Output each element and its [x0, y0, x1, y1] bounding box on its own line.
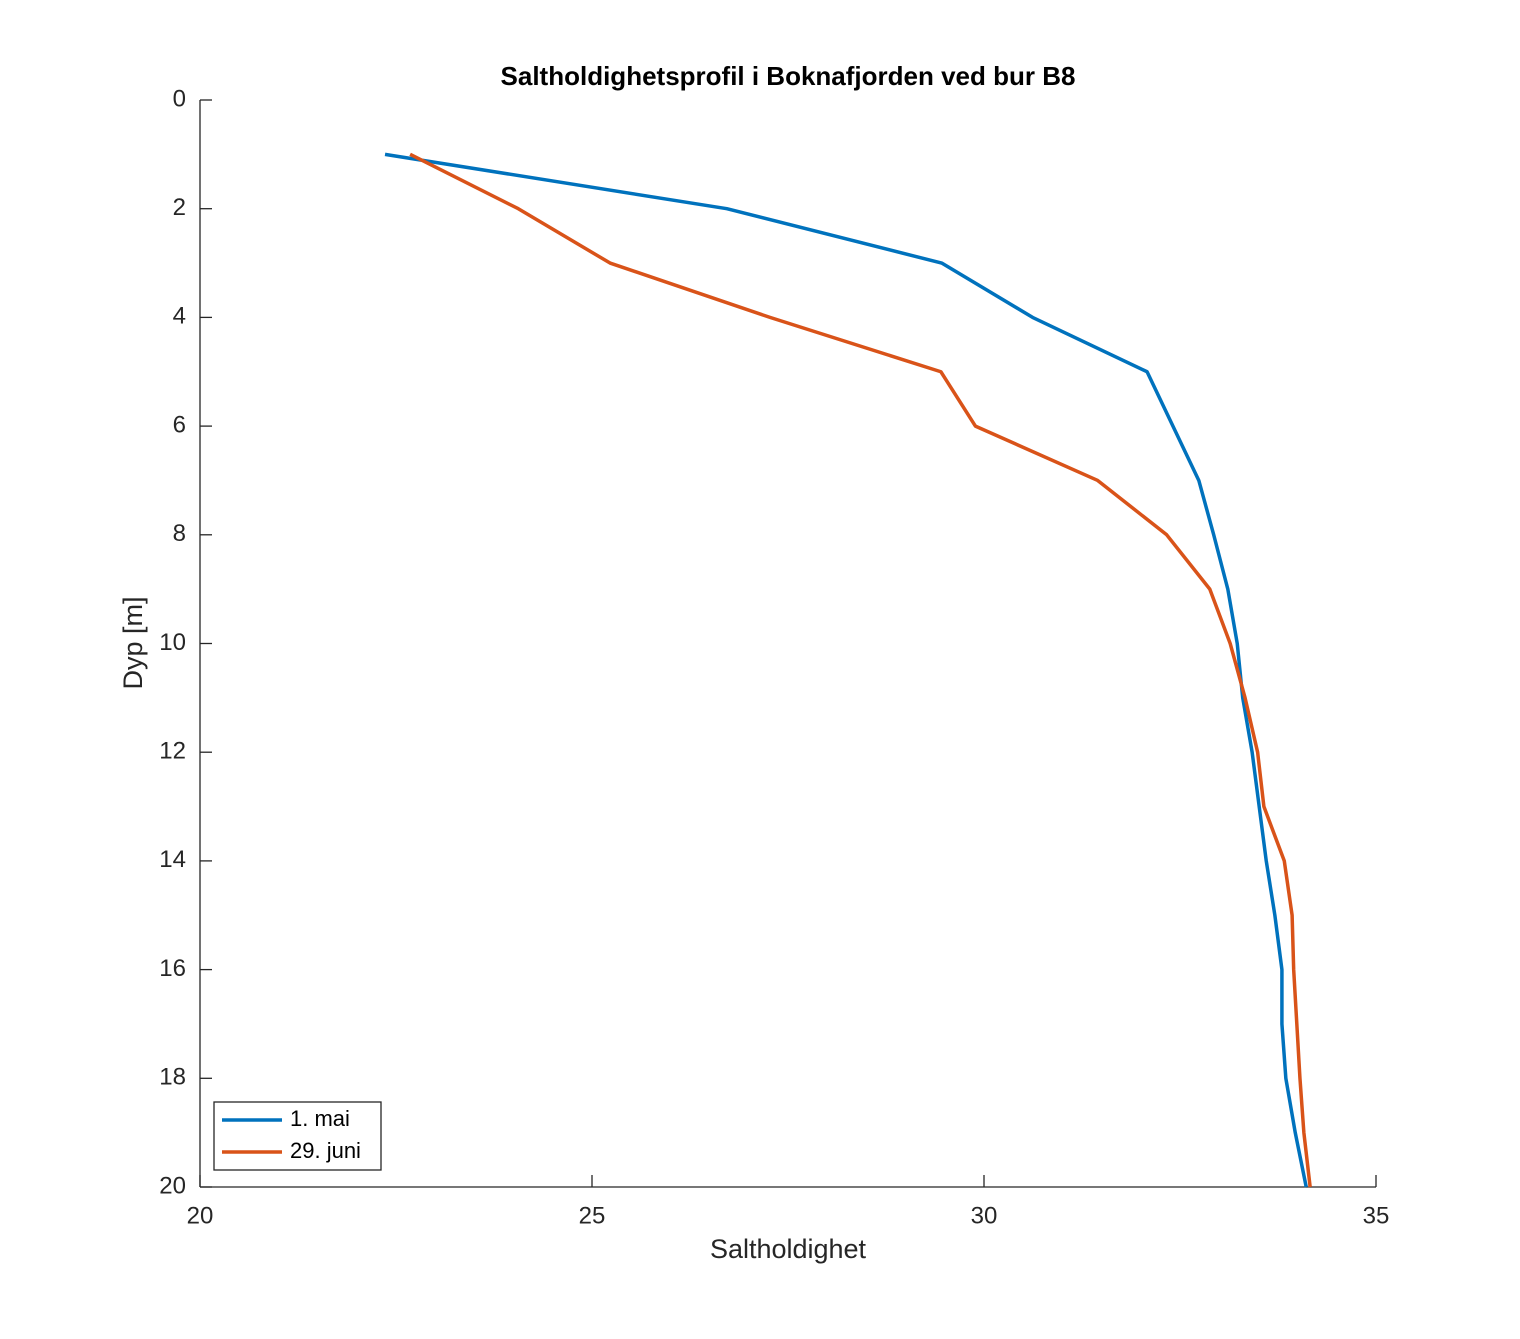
x-tick-label: 30 [971, 1202, 998, 1229]
y-tick-label: 14 [159, 846, 186, 873]
x-tick-label: 20 [187, 1202, 214, 1229]
y-tick-label: 20 [159, 1172, 186, 1199]
y-tick-label: 18 [159, 1064, 186, 1091]
chart-title: Saltholdighetsprofil i Boknafjorden ved … [501, 61, 1076, 91]
y-tick-label: 16 [159, 955, 186, 982]
legend-label: 1. mai [290, 1106, 350, 1131]
y-tick-label: 2 [173, 194, 186, 221]
legend: 1. mai 29. juni [213, 1101, 382, 1171]
series-line [384, 152, 1308, 1188]
y-tick-label: 4 [173, 303, 186, 330]
y-tick-label: 0 [173, 85, 186, 112]
y-axis-label: Dyp [m] [118, 596, 148, 689]
series-line [409, 152, 1312, 1188]
y-tick-label: 12 [159, 738, 186, 765]
y-tick-label: 6 [173, 411, 186, 438]
legend-label: 29. juni [290, 1138, 361, 1163]
x-axis-label: Saltholdighet [710, 1234, 867, 1264]
legend-box [213, 1101, 382, 1171]
y-tick-label: 8 [173, 520, 186, 547]
y-tick-label: 10 [159, 629, 186, 656]
x-tick-label: 25 [579, 1202, 606, 1229]
x-tick-label: 35 [1363, 1202, 1390, 1229]
